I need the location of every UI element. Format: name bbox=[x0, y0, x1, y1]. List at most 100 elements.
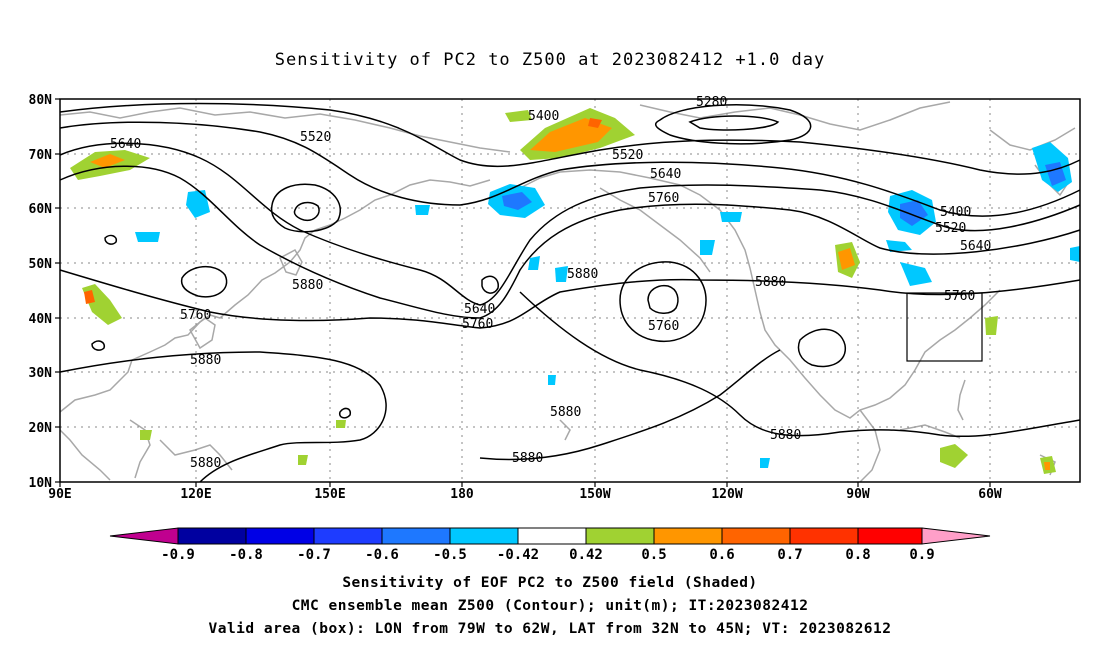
colorbar-label: 0.8 bbox=[845, 547, 870, 563]
shade-positive bbox=[985, 316, 998, 335]
colorbar-label: 0.42 bbox=[569, 547, 603, 563]
contour-label: 5880 bbox=[770, 428, 801, 443]
shade-positive bbox=[838, 248, 855, 270]
colorbar-swatch bbox=[449, 527, 519, 545]
colorbar-label: 0.9 bbox=[909, 547, 934, 563]
colorbar-label: 0.6 bbox=[709, 547, 734, 563]
colorbar bbox=[109, 527, 991, 545]
colorbar-swatch bbox=[517, 527, 587, 545]
lon-label: 120E bbox=[180, 487, 211, 502]
colorbar-swatch bbox=[721, 527, 791, 545]
lat-labels: 80N 70N 60N 50N 40N 30N 20N 10N bbox=[29, 93, 53, 491]
colorbar-swatch bbox=[381, 527, 451, 545]
colorbar-labels: -0.9 -0.8 -0.7 -0.6 -0.5 -0.42 0.42 0.5 … bbox=[161, 547, 935, 563]
shade-positive bbox=[84, 290, 95, 304]
contour-label: 5760 bbox=[462, 317, 493, 332]
contour-label: 5880 bbox=[512, 451, 543, 466]
lat-label: 60N bbox=[29, 202, 53, 217]
contour-label: 5760 bbox=[648, 191, 679, 206]
colorbar-swatch bbox=[789, 527, 859, 545]
valid-area-box bbox=[906, 292, 983, 362]
lon-label: 150W bbox=[579, 487, 610, 502]
lat-label: 30N bbox=[29, 366, 53, 381]
shade-positive bbox=[1044, 462, 1050, 470]
colorbar-swatch bbox=[857, 527, 923, 545]
colorbar-swatch bbox=[653, 527, 723, 545]
colorbar-label: -0.6 bbox=[365, 547, 399, 563]
contour-label: 5400 bbox=[940, 205, 971, 220]
colorbar-swatch bbox=[177, 527, 247, 545]
shade-negative bbox=[886, 240, 912, 252]
colorbar-label: -0.8 bbox=[229, 547, 263, 563]
lon-label: 150E bbox=[314, 487, 345, 502]
contour-label: 5880 bbox=[190, 456, 221, 471]
shade-negative bbox=[700, 240, 715, 255]
shade-negative bbox=[720, 212, 742, 222]
shade-positive bbox=[298, 455, 308, 465]
lat-label: 10N bbox=[29, 476, 53, 491]
shade-positive bbox=[90, 154, 125, 168]
lon-label: 120W bbox=[711, 487, 742, 502]
contour-label-group: 5640 5520 5400 5280 5520 5640 5760 5400 … bbox=[110, 95, 991, 471]
shade-positive bbox=[140, 430, 152, 440]
colorbar-swatch bbox=[245, 527, 315, 545]
shade-positive bbox=[588, 118, 602, 128]
map-frame bbox=[59, 98, 1081, 483]
lat-label: 50N bbox=[29, 257, 53, 272]
shade-negative bbox=[900, 262, 932, 286]
contour-label: 5280 bbox=[696, 95, 727, 110]
lat-label: 20N bbox=[29, 421, 53, 436]
caption-shading: Sensitivity of EOF PC2 to Z500 field (Sh… bbox=[342, 575, 758, 591]
colorbar-label: -0.5 bbox=[433, 547, 467, 563]
shade-negative bbox=[502, 192, 532, 210]
axis-ticks bbox=[55, 98, 991, 487]
contour-label: 5520 bbox=[935, 221, 966, 236]
contour-label: 5880 bbox=[550, 405, 581, 420]
contour-label: 5760 bbox=[180, 308, 211, 323]
sensitivity-shading bbox=[70, 108, 1080, 474]
lat-label: 40N bbox=[29, 312, 53, 327]
contour-label: 5880 bbox=[567, 267, 598, 282]
contour-label: 5520 bbox=[300, 130, 331, 145]
shade-positive bbox=[336, 420, 346, 428]
shade-negative bbox=[186, 190, 210, 218]
contour-label: 5760 bbox=[648, 319, 679, 334]
lon-label: 90E bbox=[48, 487, 71, 502]
lon-labels: 90E 120E 150E 180 150W 120W 90W 60W bbox=[48, 487, 1002, 502]
shade-positive bbox=[505, 110, 532, 122]
coastlines bbox=[59, 101, 1076, 483]
graticule bbox=[60, 99, 1080, 482]
lat-label: 70N bbox=[29, 148, 53, 163]
shade-negative bbox=[760, 458, 770, 468]
colorbar-label: 0.7 bbox=[777, 547, 802, 563]
contour-label: 5640 bbox=[650, 167, 681, 182]
lon-label: 180 bbox=[450, 487, 474, 502]
shade-negative bbox=[528, 256, 540, 270]
shade-negative bbox=[1070, 246, 1080, 262]
caption-contour: CMC ensemble mean Z500 (Contour); unit(m… bbox=[291, 598, 809, 614]
lon-label: 90W bbox=[846, 487, 870, 502]
shade-negative bbox=[415, 205, 430, 215]
figure-title: Sensitivity of PC2 to Z500 at 2023082412… bbox=[274, 50, 826, 70]
contour-label: 5880 bbox=[755, 275, 786, 290]
shade-negative bbox=[135, 232, 160, 242]
colorbar-swatch bbox=[585, 527, 655, 545]
shade-positive bbox=[940, 444, 968, 468]
contour-label: 5880 bbox=[190, 353, 221, 368]
contour-label: 5400 bbox=[528, 109, 559, 124]
colorbar-max-arrow bbox=[921, 527, 991, 545]
shade-negative bbox=[548, 375, 556, 385]
colorbar-swatch bbox=[313, 527, 383, 545]
colorbar-min-arrow bbox=[109, 527, 179, 545]
shade-negative bbox=[900, 200, 928, 226]
lon-label: 60W bbox=[978, 487, 1002, 502]
z500-contours bbox=[59, 102, 1081, 483]
contour-label: 5640 bbox=[110, 137, 141, 152]
colorbar-label: 0.5 bbox=[641, 547, 666, 563]
contour-label: 5640 bbox=[464, 302, 495, 317]
caption-valid-area: Valid area (box): LON from 79W to 62W, L… bbox=[208, 621, 892, 637]
colorbar-label: -0.9 bbox=[161, 547, 195, 563]
colorbar-label: -0.7 bbox=[297, 547, 331, 563]
contour-label: 5760 bbox=[944, 289, 975, 304]
